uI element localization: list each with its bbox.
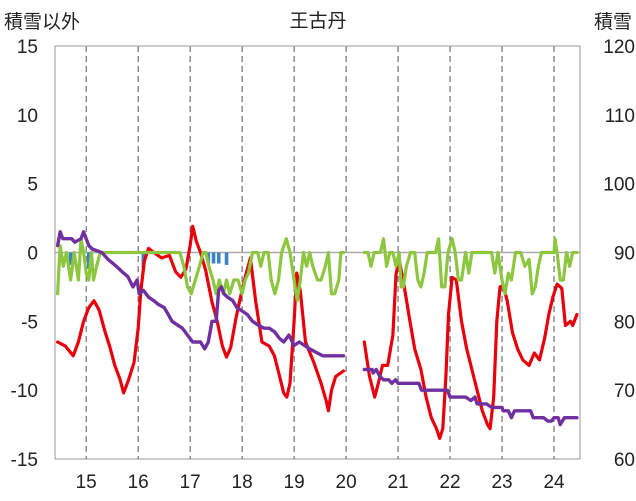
series-0-bar: [216, 252, 221, 264]
y-right-tick-label: 110: [605, 106, 635, 127]
y-left-tick-label: 0: [27, 244, 38, 265]
left-axis-label: 積雪以外: [4, 11, 80, 33]
series-3-line: [362, 367, 579, 427]
x-tick-label: 15: [76, 472, 97, 493]
x-tick-label: 21: [387, 472, 408, 493]
y-right-tick-label: 90: [614, 244, 635, 265]
x-tick-label: 18: [232, 472, 253, 493]
series-0-bar: [86, 252, 91, 270]
x-tick-label: 20: [336, 472, 357, 493]
right-axis-label: 積雪: [594, 11, 632, 33]
series-2-line: [362, 237, 579, 296]
x-tick-label: 16: [128, 472, 149, 493]
series-3-line: [55, 230, 346, 358]
plot-area: 15 10 5 0 -5 -10 -15 120 110 100 90 80 70 60 15 16 17 18 1…: [11, 37, 635, 493]
y-right-tick-label: 70: [614, 381, 635, 402]
y-left-tick-label: -5: [21, 312, 38, 333]
x-tick-label: 22: [439, 472, 460, 493]
series-1-line: [56, 224, 346, 413]
series-0-bar: [68, 252, 73, 265]
x-tick-label: 24: [543, 472, 565, 493]
x-tick-label: 19: [284, 472, 305, 493]
y-right-tick-label: 60: [614, 450, 635, 471]
x-tick-label: 17: [180, 472, 201, 493]
y-right-tick-label: 80: [614, 312, 635, 333]
plot-border: [54, 45, 581, 460]
chart-title: 王古丹: [289, 10, 346, 32]
x-tick-label: 23: [491, 472, 512, 493]
y-right-tick-label: 120: [603, 37, 635, 58]
y-left-tick-label: -10: [11, 381, 38, 402]
y-left-tick-label: 15: [17, 37, 38, 58]
y-left-tick-label: -15: [11, 450, 38, 471]
series-0-bar: [211, 252, 216, 264]
y-right-tick-label: 100: [603, 175, 635, 196]
series-0-bar: [224, 252, 229, 265]
y-left-tick-label: 10: [17, 106, 38, 127]
y-left-tick-label: 5: [27, 175, 38, 196]
series-2-line: [56, 237, 346, 303]
